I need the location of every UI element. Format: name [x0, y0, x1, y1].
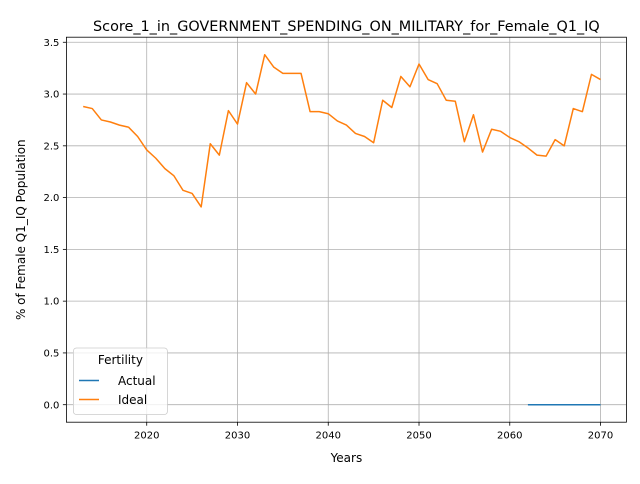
legend: Fertility Actual Ideal	[73, 347, 168, 415]
legend-box	[73, 347, 168, 415]
x-tick-label: 2060	[497, 431, 522, 442]
series-line-ideal	[83, 53, 601, 208]
legend-label-actual: Actual	[118, 374, 156, 388]
series-lines	[83, 53, 601, 406]
x-axis-label: Years	[330, 451, 363, 465]
y-tick-label: 3.5	[43, 38, 59, 49]
y-tick-label: 2.5	[43, 141, 59, 152]
y-tick-label: 0.0	[43, 400, 59, 411]
legend-label-ideal: Ideal	[118, 393, 147, 407]
y-tick-label: 0.5	[43, 349, 59, 360]
chart-title: Score_1_in_GOVERNMENT_SPENDING_ON_MILITA…	[93, 19, 600, 35]
axis-ticks: 2020 2030 2040 2050 2060 2070 0.0 0.5 1.0 1.5 2.0 2…	[43, 38, 613, 442]
y-tick-label: 1.0	[43, 297, 59, 308]
y-tick-label: 1.5	[43, 245, 59, 256]
y-tick-label: 2.0	[43, 193, 59, 204]
legend-title: Fertility	[98, 353, 143, 367]
x-tick-label: 2040	[316, 431, 341, 442]
y-axis-label: % of Female Q1_IQ Population	[14, 139, 28, 320]
y-tick-label: 3.0	[43, 90, 59, 101]
x-tick-label: 2030	[225, 431, 250, 442]
plot-frame	[66, 36, 627, 423]
x-tick-label: 2020	[134, 431, 159, 442]
x-tick-label: 2070	[588, 431, 613, 442]
x-tick-label: 2050	[406, 431, 431, 442]
